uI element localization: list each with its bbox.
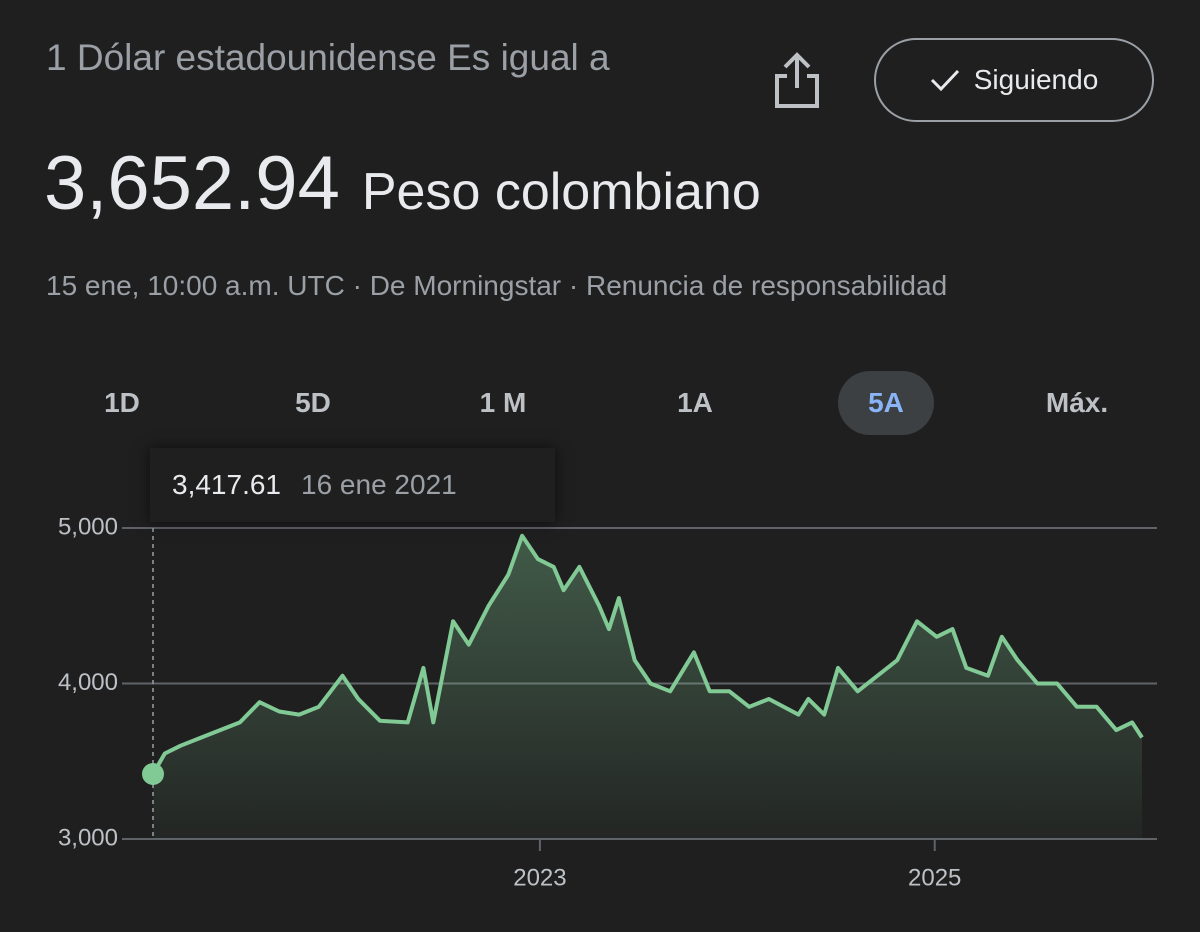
y-tick-label: 4,000 — [58, 669, 118, 696]
tooltip: 3,417.61 16 ene 2021 — [150, 448, 555, 522]
hover-dot — [142, 763, 164, 786]
line — [151, 533, 1144, 775]
range-tab[interactable]: 1A — [677, 387, 713, 418]
currency: Peso colombiano — [361, 163, 761, 221]
tooltip-value: 3,417.61 — [172, 469, 281, 500]
x-tick-label: 2023 — [513, 864, 566, 891]
x-tick-label: 2025 — [908, 864, 961, 891]
rate-value: 3,652.94 — [44, 141, 340, 226]
y-tick-label: 3,000 — [58, 824, 118, 851]
follow-button[interactable]: Siguiendo — [874, 38, 1154, 122]
y-tick-label: 5,000 — [58, 513, 118, 540]
chart: 3,000 4,000 5,000 2023 2025 — [58, 513, 1157, 891]
range-tab[interactable]: 5D — [295, 387, 331, 418]
range-tab[interactable]: 5A — [838, 371, 934, 435]
meta: 15 ene, 10:00 a.m. UTC · De Morningstar … — [46, 270, 948, 301]
title: 1 Dólar estadounidense Es igual a — [46, 37, 610, 78]
check-icon — [930, 69, 959, 92]
range-tab[interactable]: Máx. — [1045, 387, 1109, 418]
range-tab[interactable]: 1 M — [479, 387, 527, 418]
area — [153, 535, 1142, 839]
tooltip-date: 16 ene 2021 — [301, 469, 457, 500]
rate: 3,652.94 Peso colombiano — [44, 140, 761, 227]
follow-label: Siguiendo — [973, 64, 1099, 95]
range-tab[interactable]: 1D — [104, 387, 140, 418]
share-icon[interactable] — [772, 52, 822, 110]
